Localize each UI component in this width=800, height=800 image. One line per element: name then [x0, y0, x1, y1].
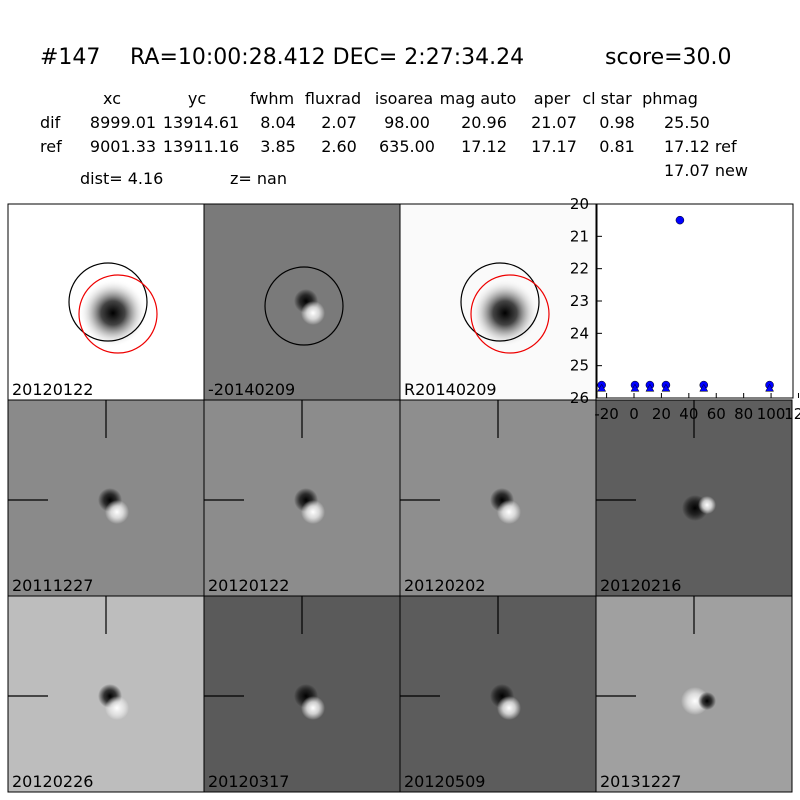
limit-marker — [699, 383, 709, 392]
image-stamp: 20120317 — [203, 595, 401, 793]
ref-circle — [264, 266, 344, 346]
cell: 13914.61 — [163, 113, 239, 132]
image-stamp: 20120122 — [203, 399, 401, 597]
row-label: ref — [40, 137, 62, 156]
score: score=30.0 — [605, 45, 732, 70]
limit-marker — [597, 383, 607, 392]
cell: 0.81 — [599, 137, 635, 156]
column-header: aper — [534, 89, 571, 108]
cell: 8999.01 — [90, 113, 156, 132]
cell: 25.50 — [664, 113, 710, 132]
x-tick-label: 0 — [629, 405, 639, 423]
image-stamp: 20120509 — [399, 595, 597, 793]
y-tick-label: 24 — [570, 324, 589, 342]
column-header: cl star — [582, 89, 632, 108]
cell: 635.00 — [379, 137, 435, 156]
blob-light — [301, 500, 325, 524]
y-tick-label: 25 — [570, 357, 589, 375]
x-tick-label: 20 — [652, 405, 671, 423]
plot-frame — [596, 203, 794, 399]
stamp-label: 20120509 — [404, 772, 485, 791]
cell: 21.07 — [531, 113, 577, 132]
star — [79, 279, 147, 347]
column-header: isoarea — [375, 89, 433, 108]
column-header: phmag — [642, 89, 698, 108]
coordinates: RA=10:00:28.412 DEC= 2:27:34.24 — [130, 45, 524, 70]
stamp-label: 20120216 — [600, 576, 681, 595]
cell: 17.17 — [531, 137, 577, 156]
ref-circle — [68, 262, 148, 342]
z: z= nan — [230, 169, 287, 188]
new-circle — [78, 274, 158, 354]
x-tick-label: 100 — [757, 405, 786, 423]
limit-marker — [630, 383, 640, 392]
blob-light — [301, 696, 325, 720]
new-circle — [470, 274, 550, 354]
x-tick-label: 120 — [784, 405, 800, 423]
y-tick-label: 22 — [570, 260, 589, 278]
image-stamp: 20120226 — [7, 595, 205, 793]
cell: 8.04 — [260, 113, 296, 132]
cell: 20.96 — [461, 113, 507, 132]
image-stamp: 20131227 — [595, 595, 793, 793]
stamp-label: -20140209 — [208, 380, 295, 399]
stamp-label: 20120202 — [404, 576, 485, 595]
stamp-label: R20140209 — [404, 380, 497, 399]
blob-light — [497, 696, 521, 720]
column-header: mag auto — [440, 89, 517, 108]
cell: 13911.16 — [163, 137, 239, 156]
cell: 2.60 — [321, 137, 357, 156]
cell: 0.98 — [599, 113, 635, 132]
dist: dist= 4.16 — [80, 169, 163, 188]
y-tick-label: 26 — [570, 389, 589, 407]
cell: 98.00 — [384, 113, 430, 132]
object-id: #147 — [40, 45, 100, 70]
image-stamp: R20140209 — [399, 203, 597, 401]
image-stamp: 20120202 — [399, 399, 597, 597]
cell: 17.12 — [461, 137, 507, 156]
stamp-label: 20120317 — [208, 772, 289, 791]
row-label: dif — [40, 113, 61, 132]
blob-light — [301, 301, 325, 325]
column-header: xc — [103, 89, 121, 108]
column-header: yc — [188, 89, 206, 108]
x-tick-label: 80 — [734, 405, 753, 423]
column-header: fwhm — [250, 89, 294, 108]
image-stamp: 20120122 — [7, 203, 205, 401]
x-tick-label: 60 — [707, 405, 726, 423]
image-stamp: 20120216 — [595, 399, 793, 597]
x-tick-label: 40 — [679, 405, 698, 423]
y-tick-label: 23 — [570, 292, 589, 310]
x-tick-label: -20 — [594, 405, 619, 423]
blob-light — [698, 496, 716, 514]
blob-light — [105, 696, 129, 720]
image-stamp: 20111227 — [7, 399, 205, 597]
blob-light — [105, 500, 129, 524]
stamp-label: 20120226 — [12, 772, 93, 791]
y-tick-label: 21 — [570, 227, 589, 245]
limit-marker — [645, 383, 655, 392]
star — [471, 279, 539, 347]
cell: 3.85 — [260, 137, 296, 156]
stamp-label: 20120122 — [12, 380, 93, 399]
image-stamp: -20140209 — [203, 203, 401, 401]
limit-marker — [765, 383, 774, 392]
limit-marker — [661, 383, 671, 392]
phmag-new: 17.07 new — [664, 161, 748, 180]
stamp-label: 20120122 — [208, 576, 289, 595]
cell: 9001.33 — [90, 137, 156, 156]
ref-circle — [460, 262, 540, 342]
blob-light — [497, 500, 521, 524]
y-tick-label: 20 — [570, 195, 589, 213]
cell: 17.12 ref — [664, 137, 737, 156]
blob-dark — [698, 692, 716, 710]
stamp-label: 20131227 — [600, 772, 681, 791]
column-header: fluxrad — [305, 89, 361, 108]
point — [675, 215, 685, 225]
stamp-label: 20111227 — [12, 576, 93, 595]
cell: 2.07 — [321, 113, 357, 132]
